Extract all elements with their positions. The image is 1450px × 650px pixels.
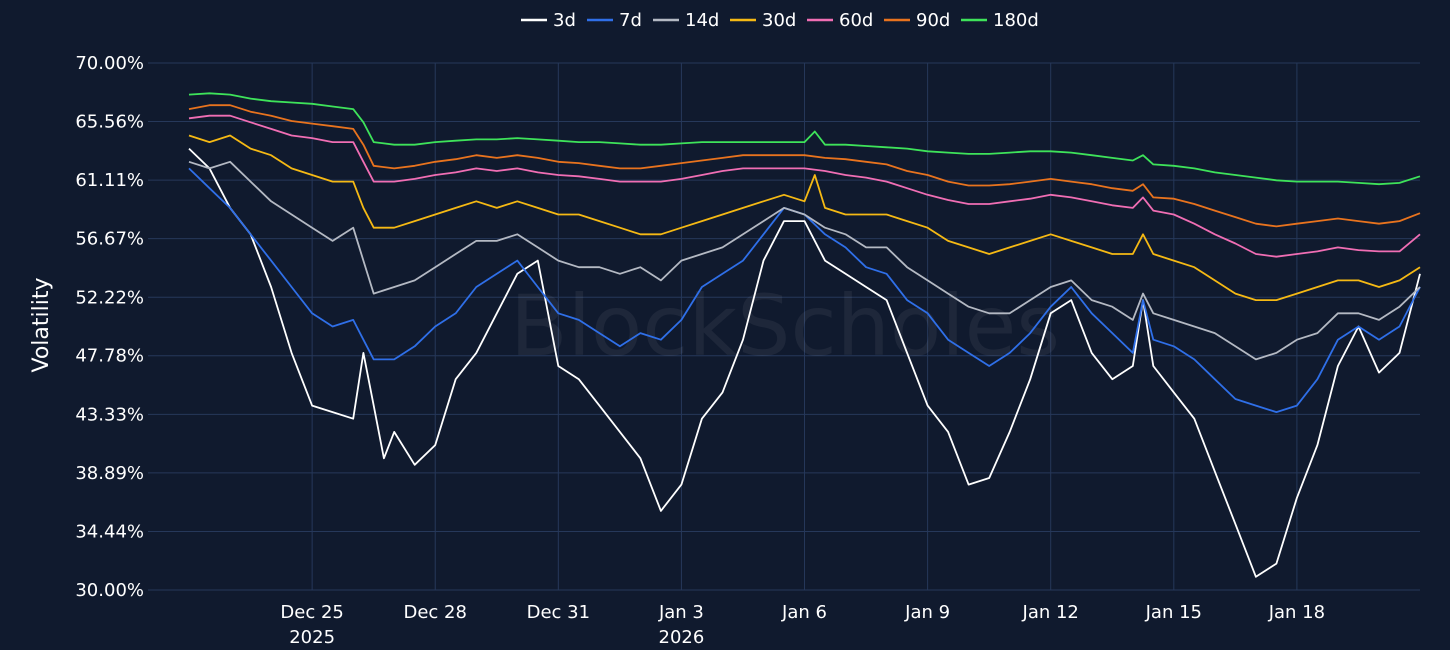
legend-label: 90d [916, 10, 950, 31]
y-tick-label: 38.89% [75, 463, 144, 484]
x-tick-label: Jan 15 [1145, 602, 1202, 623]
x-axis-ticks: Dec 25 2025 Dec 28 Dec 31 Jan 3 2026 Jan 6 Jan … [280, 602, 1325, 648]
legend-label: 7d [619, 10, 642, 31]
legend: 3d 7d 14d 30d 60d 90d 180d [521, 10, 1039, 31]
series-line-180d [188, 92, 1421, 186]
x-tick-label: Dec 31 [527, 602, 590, 623]
legend-item-90d[interactable]: 90d [884, 10, 950, 31]
y-tick-label: 70.00% [75, 53, 144, 74]
series-line-14d [188, 160, 1421, 361]
y-tick-label: 47.78% [75, 346, 144, 367]
legend-label: 60d [839, 10, 873, 31]
y-tick-label: 56.67% [75, 229, 144, 250]
y-axis-label: Volatility [29, 277, 54, 372]
legend-item-60d[interactable]: 60d [807, 10, 873, 31]
legend-item-30d[interactable]: 30d [730, 10, 796, 31]
legend-label: 180d [993, 10, 1039, 31]
y-tick-label: 34.44% [75, 522, 144, 543]
legend-item-3d[interactable]: 3d [521, 10, 576, 31]
y-tick-label: 52.22% [75, 287, 144, 308]
x-tick-label: Jan 6 [781, 602, 827, 623]
legend-label: 3d [553, 10, 576, 31]
series-line-90d [188, 104, 1421, 228]
series-line-3d [188, 147, 1421, 578]
x-tick-label: Dec 25 [280, 602, 343, 623]
legend-item-180d[interactable]: 180d [961, 10, 1039, 31]
x-tick-label: Jan 18 [1268, 602, 1325, 623]
legend-item-14d[interactable]: 14d [653, 10, 719, 31]
watermark: BlockScholes [510, 277, 1060, 375]
legend-item-7d[interactable]: 7d [587, 10, 642, 31]
x-tick-label: Jan 12 [1022, 602, 1079, 623]
y-tick-label: 30.00% [75, 580, 144, 601]
grid [148, 62, 1420, 591]
series-lines [188, 92, 1421, 578]
legend-label: 14d [685, 10, 719, 31]
x-tick-year-label: 2026 [659, 627, 705, 648]
y-tick-label: 61.11% [75, 170, 144, 191]
series-line-60d [188, 114, 1421, 258]
x-tick-year-label: 2025 [289, 627, 335, 648]
series-line-30d [188, 134, 1421, 301]
legend-label: 30d [762, 10, 796, 31]
x-tick-label: Jan 3 [658, 602, 704, 623]
y-tick-label: 43.33% [75, 404, 144, 425]
y-axis-ticks: 30.00% 34.44% 38.89% 43.33% 47.78% 52.22% 56.6… [75, 53, 144, 601]
x-tick-label: Dec 28 [403, 602, 466, 623]
y-tick-label: 65.56% [75, 111, 144, 132]
x-tick-label: Jan 9 [904, 602, 950, 623]
